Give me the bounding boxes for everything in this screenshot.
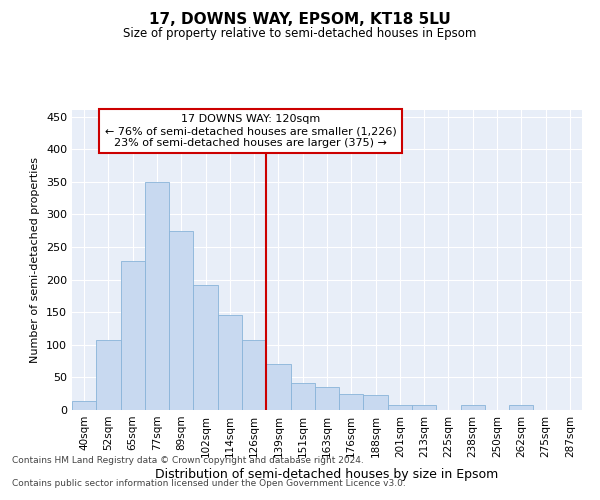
Bar xyxy=(290,382,315,410)
Bar xyxy=(96,340,121,410)
Bar xyxy=(339,394,364,410)
Bar xyxy=(461,405,485,410)
Text: 17 DOWNS WAY: 120sqm
← 76% of semi-detached houses are smaller (1,226)
23% of se: 17 DOWNS WAY: 120sqm ← 76% of semi-detac… xyxy=(104,114,397,148)
Bar xyxy=(242,340,266,410)
Y-axis label: Number of semi-detached properties: Number of semi-detached properties xyxy=(31,157,40,363)
Bar xyxy=(266,364,290,410)
Bar xyxy=(193,285,218,410)
Bar xyxy=(315,386,339,410)
Bar xyxy=(169,230,193,410)
Text: Size of property relative to semi-detached houses in Epsom: Size of property relative to semi-detach… xyxy=(124,28,476,40)
X-axis label: Distribution of semi-detached houses by size in Epsom: Distribution of semi-detached houses by … xyxy=(155,468,499,481)
Bar xyxy=(388,405,412,410)
Bar xyxy=(218,316,242,410)
Bar xyxy=(509,406,533,410)
Text: 17, DOWNS WAY, EPSOM, KT18 5LU: 17, DOWNS WAY, EPSOM, KT18 5LU xyxy=(149,12,451,28)
Bar xyxy=(412,405,436,410)
Text: Contains HM Land Registry data © Crown copyright and database right 2024.: Contains HM Land Registry data © Crown c… xyxy=(12,456,364,465)
Bar xyxy=(121,262,145,410)
Bar xyxy=(145,182,169,410)
Bar xyxy=(364,395,388,410)
Text: Contains public sector information licensed under the Open Government Licence v3: Contains public sector information licen… xyxy=(12,478,406,488)
Bar xyxy=(72,401,96,410)
